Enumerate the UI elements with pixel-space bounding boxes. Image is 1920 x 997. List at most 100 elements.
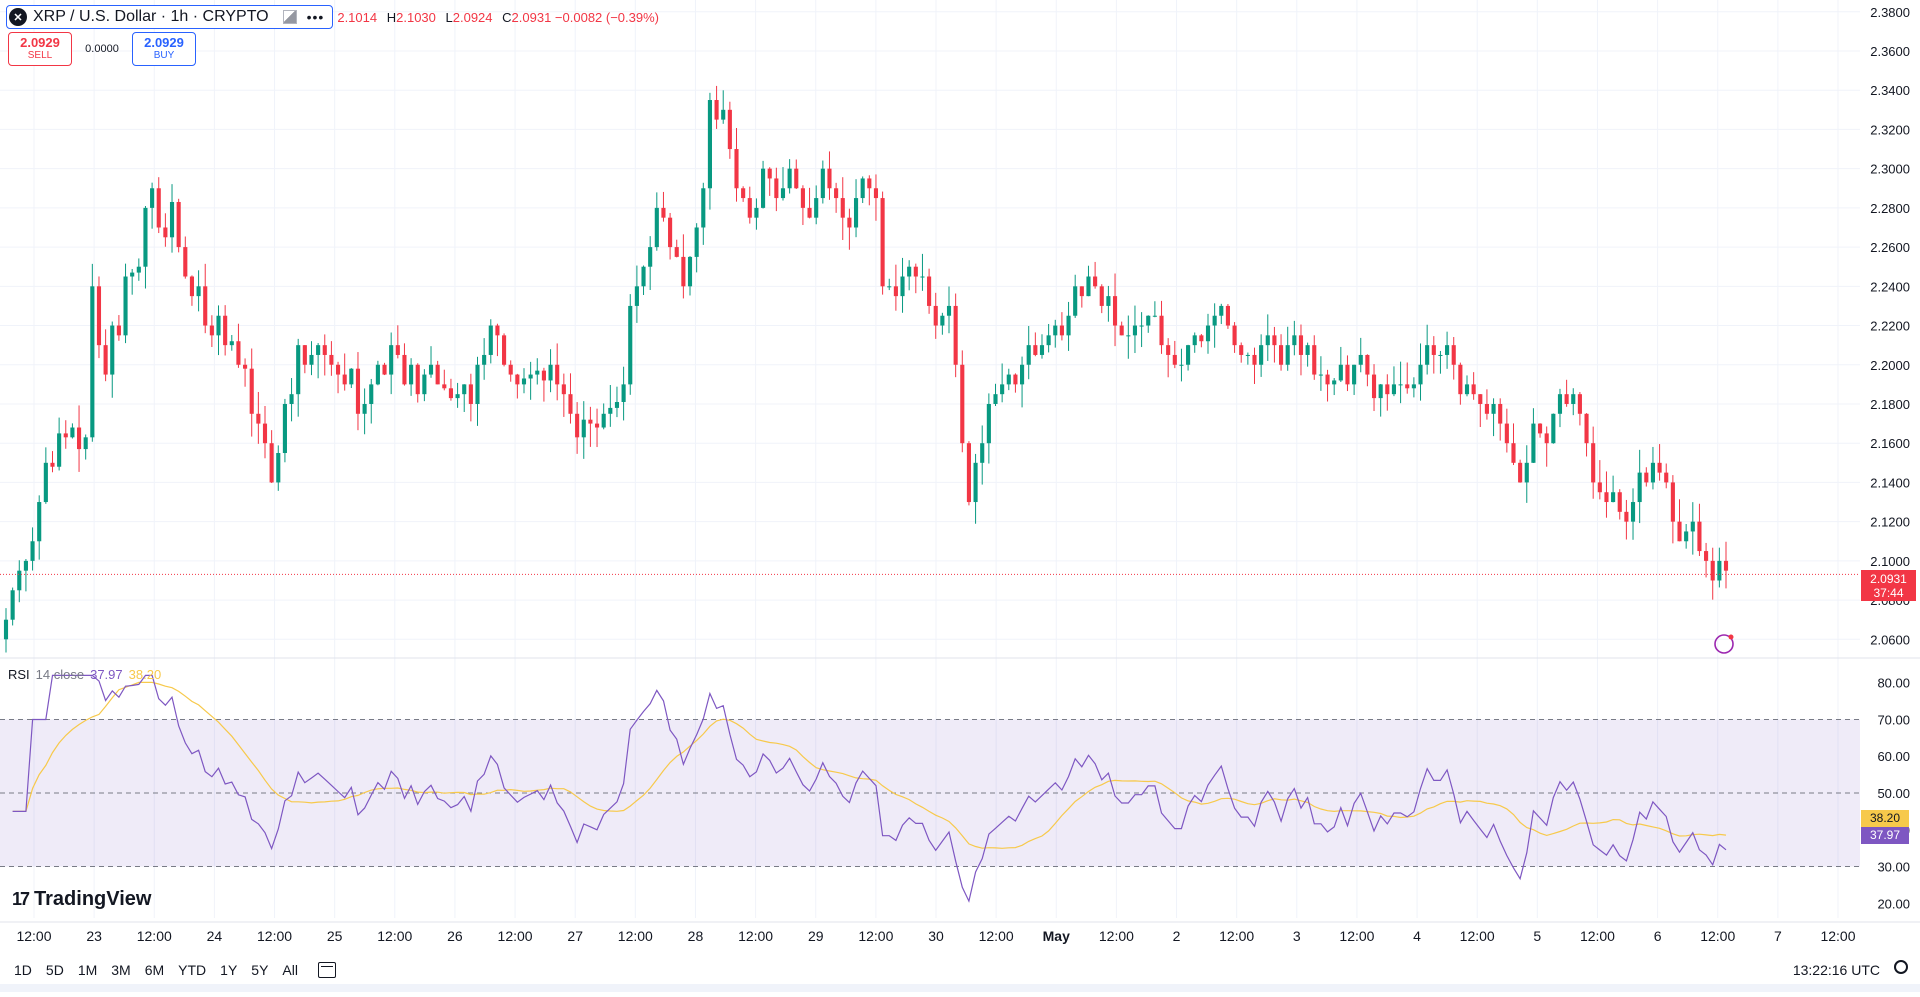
candle — [1405, 384, 1410, 389]
candle — [316, 345, 321, 355]
rsi-tick-label: 20.00 — [1877, 896, 1910, 911]
candle — [1557, 394, 1563, 414]
candle — [116, 325, 121, 336]
candle — [1385, 384, 1390, 395]
candle — [634, 286, 639, 306]
candle — [973, 462, 978, 503]
candle — [674, 247, 679, 257]
candle — [1192, 335, 1197, 346]
candle — [1371, 374, 1377, 399]
candle — [10, 590, 15, 620]
candle — [641, 266, 646, 287]
time-tick-label: 12:00 — [1460, 928, 1495, 944]
candle — [1511, 443, 1516, 463]
candle — [1531, 423, 1536, 463]
candle — [1225, 305, 1230, 326]
candle — [774, 178, 779, 199]
time-tick-label: 12:00 — [858, 928, 893, 944]
candle — [1205, 325, 1211, 342]
symbol-search-box[interactable]: ✕ XRP / U.S. Dollar · 1h · CRYPTO ••• — [6, 5, 334, 29]
candle — [920, 276, 925, 278]
tradingview-logo[interactable]: 17 TradingView — [12, 888, 151, 911]
candle — [840, 198, 845, 218]
candle — [1597, 482, 1602, 493]
rsi-tick-label: 60.00 — [1877, 749, 1910, 764]
candle — [860, 178, 865, 199]
range-3m-button[interactable]: 3M — [111, 962, 131, 978]
time-tick-label: 12:00 — [1580, 928, 1615, 944]
candle — [1378, 384, 1383, 399]
candle — [1066, 315, 1071, 336]
price-tick-label: 2.2600 — [1870, 240, 1910, 255]
candle — [1418, 364, 1423, 385]
price-tick-label: 2.2800 — [1870, 201, 1910, 216]
candle — [369, 384, 374, 404]
calendar-icon[interactable] — [317, 962, 336, 978]
sell-button[interactable]: 2.0929 SELL — [8, 32, 72, 66]
candle — [847, 217, 852, 228]
range-ytd-button[interactable]: YTD — [178, 962, 207, 978]
rsi-legend[interactable]: RSI 14 close 37.97 38.20 — [8, 667, 161, 682]
candle — [1504, 423, 1509, 444]
candle — [1365, 354, 1370, 375]
candle — [1544, 433, 1549, 444]
candle — [1093, 276, 1098, 287]
candle — [893, 286, 898, 297]
candle — [382, 364, 387, 375]
candle — [621, 384, 626, 403]
candle — [820, 168, 825, 199]
candle — [1239, 345, 1244, 355]
candle — [90, 286, 95, 438]
close-x-icon[interactable]: ✕ — [9, 8, 27, 26]
range-1d-button[interactable]: 1D — [14, 962, 32, 978]
candle — [1232, 325, 1237, 346]
candle — [1265, 335, 1270, 346]
more-icon[interactable]: ••• — [306, 9, 325, 25]
time-tick-label: 12:00 — [1339, 928, 1374, 944]
candle — [1690, 521, 1695, 532]
sell-label: SELL — [27, 50, 53, 61]
range-5d-button[interactable]: 5D — [45, 962, 64, 978]
range-all-button[interactable]: All — [282, 962, 298, 978]
candle — [176, 201, 181, 248]
gear-icon[interactable] — [1894, 960, 1908, 974]
candle — [249, 368, 254, 414]
candle — [163, 227, 168, 238]
candle — [1664, 472, 1669, 483]
rsi-params: 14 close — [35, 667, 85, 682]
candle — [986, 403, 991, 444]
time-tick-label: 12:00 — [1820, 928, 1855, 944]
sell-price: 2.0929 — [20, 35, 60, 50]
candle — [794, 168, 799, 189]
candle — [741, 188, 746, 199]
candle — [1325, 374, 1330, 385]
candle — [203, 286, 208, 326]
candle — [1471, 384, 1476, 395]
candle — [269, 443, 274, 483]
time-tick-label: 12:00 — [738, 928, 773, 944]
utc-clock[interactable]: 13:22:16 UTC — [1792, 962, 1880, 978]
candle — [1670, 482, 1675, 522]
rsi-tick-label: 50.00 — [1877, 786, 1910, 801]
candle — [1591, 443, 1596, 483]
candle — [402, 354, 407, 385]
flag-icon[interactable] — [282, 10, 297, 24]
buy-button[interactable]: 2.0929 BUY — [132, 32, 196, 66]
candle — [1431, 345, 1436, 355]
range-1m-button[interactable]: 1M — [77, 962, 98, 978]
candle — [853, 198, 859, 228]
tradingview-logo-icon: 17 — [12, 889, 30, 909]
candle — [561, 384, 566, 395]
candle — [1106, 296, 1111, 306]
range-6m-button[interactable]: 6M — [144, 962, 165, 978]
price-tick-label: 2.2200 — [1870, 319, 1910, 334]
range-1y-button[interactable]: 1Y — [220, 962, 238, 978]
candle — [1000, 384, 1005, 395]
range-5y-button[interactable]: 5Y — [251, 962, 269, 978]
rsi-tick-label: 80.00 — [1877, 676, 1910, 691]
bottom-border — [0, 984, 1920, 992]
candle — [1079, 286, 1084, 297]
candle — [1624, 511, 1629, 522]
